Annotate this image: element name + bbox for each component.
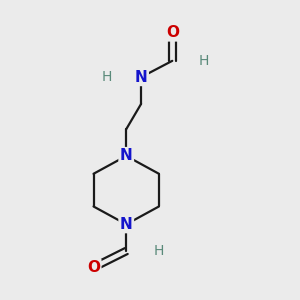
Text: N: N	[135, 70, 148, 85]
Text: N: N	[120, 148, 133, 164]
Text: O: O	[166, 25, 179, 40]
Text: N: N	[120, 217, 133, 232]
Text: O: O	[87, 260, 100, 275]
Text: H: H	[154, 244, 164, 258]
Text: H: H	[102, 70, 112, 84]
Text: H: H	[198, 54, 209, 68]
